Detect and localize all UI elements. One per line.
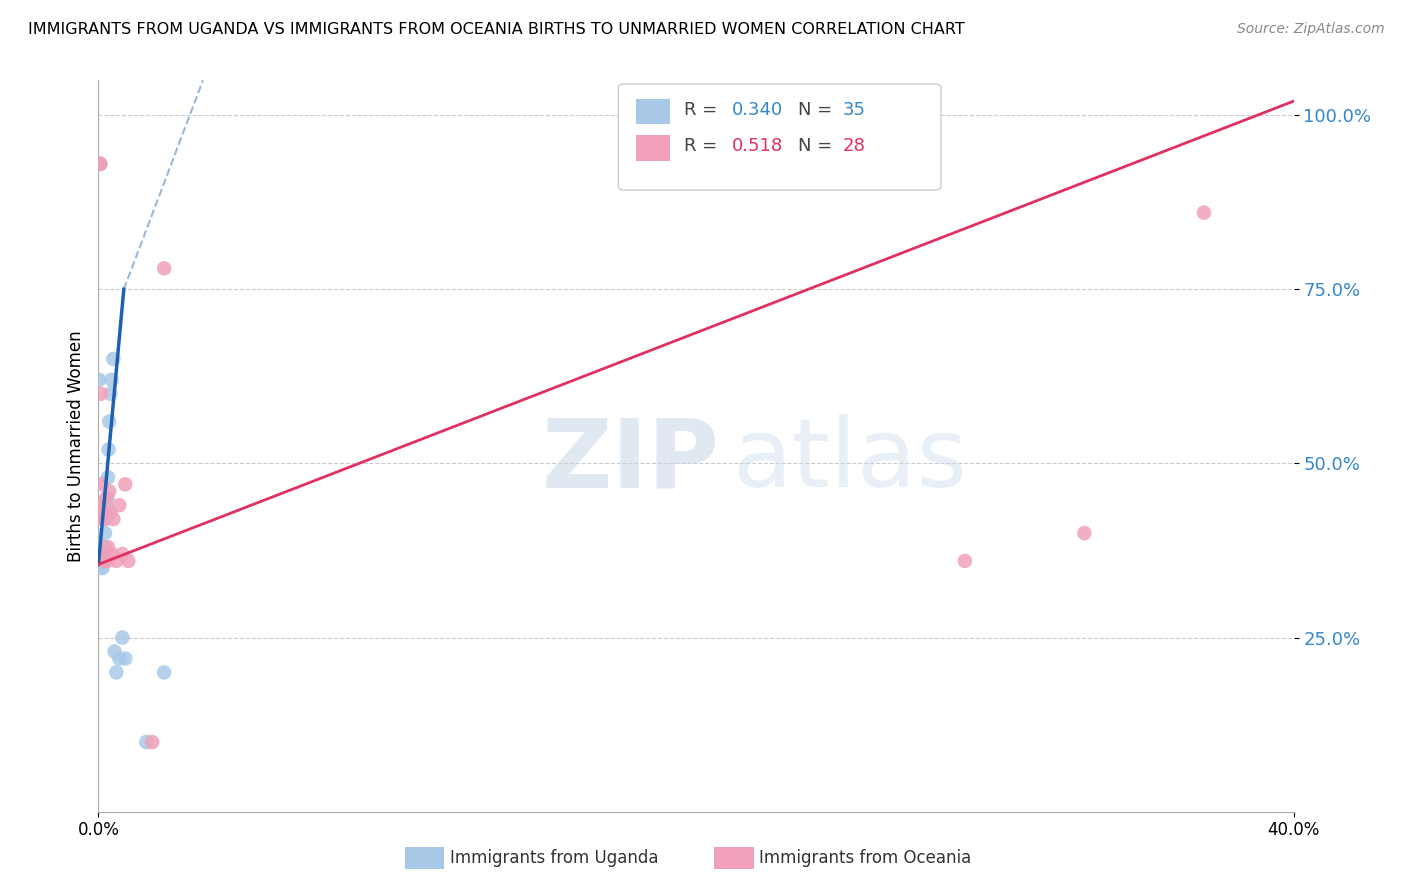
Point xyxy=(90,540,112,554)
Bar xyxy=(636,99,669,124)
Point xyxy=(103,351,125,366)
Text: IMMIGRANTS FROM UGANDA VS IMMIGRANTS FROM OCEANIA BIRTHS TO UNMARRIED WOMEN CORR: IMMIGRANTS FROM UGANDA VS IMMIGRANTS FRO… xyxy=(28,22,965,37)
Text: ZIP: ZIP xyxy=(541,414,720,508)
Point xyxy=(94,512,117,526)
Point xyxy=(93,547,115,561)
Point xyxy=(89,157,111,171)
Point xyxy=(105,554,128,568)
Point xyxy=(98,505,122,519)
Point xyxy=(141,735,163,749)
Text: 35: 35 xyxy=(844,101,866,119)
Point xyxy=(91,561,114,575)
Point xyxy=(111,631,134,645)
Point xyxy=(96,491,118,506)
Point xyxy=(97,470,120,484)
Point xyxy=(89,157,111,171)
Text: Immigrants from Oceania: Immigrants from Oceania xyxy=(759,849,972,867)
Point xyxy=(135,735,157,749)
Point xyxy=(97,442,120,457)
Point xyxy=(96,491,118,506)
Point xyxy=(114,651,136,665)
Point xyxy=(90,386,112,401)
Point xyxy=(100,547,122,561)
Point xyxy=(96,498,118,512)
Point xyxy=(1192,205,1215,219)
Point xyxy=(91,540,114,554)
Point xyxy=(98,386,122,401)
Point xyxy=(90,554,112,568)
Point xyxy=(87,373,110,387)
Point xyxy=(89,157,111,171)
Point xyxy=(90,540,112,554)
Point xyxy=(90,498,112,512)
Point xyxy=(98,484,121,499)
Bar xyxy=(636,136,669,161)
Point xyxy=(153,665,176,680)
Point xyxy=(90,561,112,575)
Text: 0.518: 0.518 xyxy=(733,137,783,155)
Point xyxy=(93,512,115,526)
Point xyxy=(117,554,139,568)
Point xyxy=(93,554,115,568)
Point xyxy=(114,477,136,491)
Point xyxy=(103,512,125,526)
Point xyxy=(1073,526,1095,541)
Point xyxy=(105,665,128,680)
Point xyxy=(89,157,111,171)
Point xyxy=(94,526,117,541)
Point xyxy=(96,554,118,568)
Point xyxy=(100,373,122,387)
Text: N =: N = xyxy=(797,137,838,155)
Point xyxy=(91,554,114,568)
Point xyxy=(98,415,121,429)
Text: N =: N = xyxy=(797,101,838,119)
FancyBboxPatch shape xyxy=(619,84,941,190)
Point xyxy=(90,554,112,568)
Point xyxy=(91,477,114,491)
Text: Immigrants from Uganda: Immigrants from Uganda xyxy=(450,849,658,867)
Text: atlas: atlas xyxy=(733,414,967,508)
Text: R =: R = xyxy=(685,137,723,155)
Point xyxy=(91,554,114,568)
Point xyxy=(93,540,115,554)
Text: 0.340: 0.340 xyxy=(733,101,783,119)
Text: 28: 28 xyxy=(844,137,866,155)
Point xyxy=(91,505,114,519)
Text: Source: ZipAtlas.com: Source: ZipAtlas.com xyxy=(1237,22,1385,37)
Point xyxy=(103,644,125,658)
Point xyxy=(953,554,976,568)
Point xyxy=(153,261,176,276)
Point xyxy=(89,157,111,171)
Point xyxy=(93,554,115,568)
Point xyxy=(94,505,117,519)
Point xyxy=(91,512,114,526)
Text: R =: R = xyxy=(685,101,723,119)
Point xyxy=(108,498,131,512)
Point xyxy=(108,651,131,665)
Y-axis label: Births to Unmarried Women: Births to Unmarried Women xyxy=(66,330,84,562)
Point xyxy=(97,540,120,554)
Point xyxy=(111,547,134,561)
Point xyxy=(91,547,114,561)
Point xyxy=(91,540,114,554)
Point xyxy=(94,547,117,561)
